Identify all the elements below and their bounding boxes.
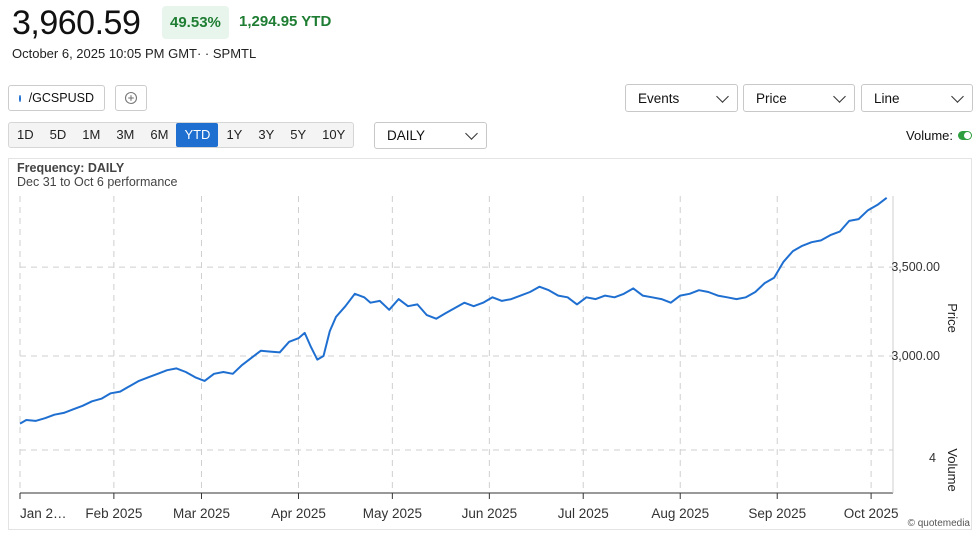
chevron-down-icon bbox=[716, 89, 729, 103]
ytd-change: 1,294.95 YTD bbox=[239, 13, 332, 30]
percent-change-badge: 49.53% bbox=[162, 6, 229, 39]
chevron-down-icon bbox=[465, 127, 478, 140]
range-3y[interactable]: 3Y bbox=[258, 127, 275, 142]
range-1d[interactable]: 1D bbox=[17, 127, 34, 142]
toggle-switch-icon bbox=[958, 131, 972, 140]
price-timestamp: October 6, 2025 10:05 PM GMT· · SPMTL bbox=[12, 46, 257, 61]
chart-panel bbox=[8, 158, 972, 530]
range-6m[interactable]: 6M bbox=[150, 127, 169, 142]
data-credit: © quotemedia bbox=[907, 518, 970, 529]
frequency-dropdown-label: DAILY bbox=[387, 128, 426, 143]
current-price: 3,960.59 bbox=[12, 4, 141, 42]
chart-style-dropdown-label: Line bbox=[874, 90, 900, 106]
range-1m[interactable]: 1M bbox=[82, 127, 101, 142]
events-dropdown[interactable]: Events bbox=[625, 84, 738, 112]
range-10y[interactable]: 10Y bbox=[322, 127, 346, 142]
range-1y[interactable]: 1Y bbox=[226, 127, 243, 142]
chevron-down-icon bbox=[951, 89, 964, 103]
chevron-down-icon bbox=[833, 89, 846, 103]
series-color-dot bbox=[19, 94, 21, 102]
events-dropdown-label: Events bbox=[638, 90, 680, 106]
plus-circle-icon bbox=[124, 91, 138, 105]
symbol-chip[interactable]: /GCSPUSD bbox=[8, 85, 105, 111]
range-5d[interactable]: 5D bbox=[49, 127, 67, 142]
frequency-dropdown[interactable]: DAILY bbox=[374, 122, 487, 149]
frequency-caption: Frequency: DAILY bbox=[17, 161, 125, 175]
performance-caption: Dec 31 to Oct 6 performance bbox=[17, 175, 178, 189]
symbol-label: /GCSPUSD bbox=[28, 91, 94, 105]
volume-toggle[interactable]: Volume: bbox=[906, 128, 972, 143]
add-symbol-button[interactable] bbox=[115, 85, 147, 111]
volume-toggle-label: Volume: bbox=[906, 128, 953, 143]
range-selector: 1D 5D 1M 3M 6M YTD 1Y 3Y 5Y 10Y bbox=[8, 122, 355, 148]
chart-style-dropdown[interactable]: Line bbox=[861, 84, 973, 112]
range-5y[interactable]: 5Y bbox=[290, 127, 307, 142]
range-ytd[interactable]: YTD bbox=[176, 123, 219, 147]
range-3m[interactable]: 3M bbox=[116, 127, 135, 142]
price-dropdown[interactable]: Price bbox=[743, 84, 855, 112]
price-dropdown-label: Price bbox=[756, 90, 787, 106]
